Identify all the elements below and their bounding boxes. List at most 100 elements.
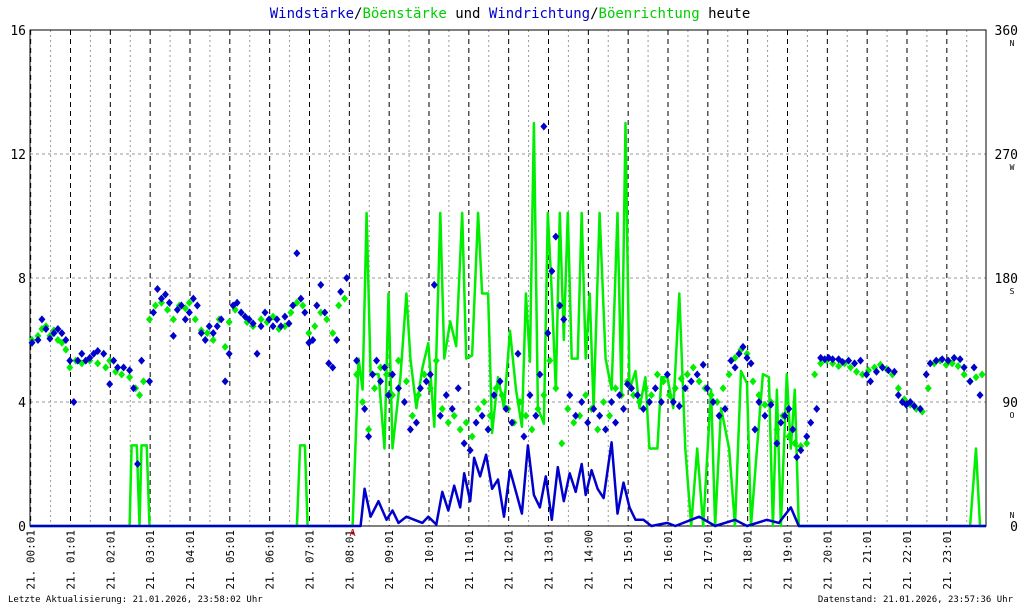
x-tick-label: 21. 12:01	[503, 530, 516, 590]
direction-label: O	[1010, 411, 1015, 420]
direction-point	[436, 411, 444, 420]
direction-point	[157, 294, 165, 303]
direction-point	[146, 315, 153, 324]
direction-point	[829, 359, 837, 368]
direction-point	[884, 366, 892, 375]
direction-point	[803, 439, 811, 448]
direction-point	[797, 442, 805, 451]
direction-point	[972, 373, 980, 382]
direction-point	[502, 404, 510, 413]
left-tick-label: 16	[10, 24, 26, 39]
direction-point	[213, 322, 221, 331]
direction-point	[546, 356, 554, 365]
direction-point	[851, 359, 859, 368]
direction-point	[106, 356, 114, 365]
direction-point	[528, 425, 536, 434]
direction-point	[677, 374, 685, 383]
direction-point	[126, 373, 134, 382]
direction-point	[225, 349, 233, 358]
direction-point	[261, 308, 269, 317]
direction-point	[225, 318, 233, 327]
direction-point	[450, 411, 458, 420]
direction-point	[165, 298, 173, 307]
direction-point	[151, 301, 159, 310]
direction-point	[191, 315, 199, 324]
direction-point	[731, 363, 739, 372]
direction-point	[629, 391, 637, 400]
direction-point	[46, 334, 54, 343]
direction-point	[94, 359, 102, 368]
direction-point	[797, 446, 805, 455]
direction-point	[468, 432, 476, 441]
direction-point	[169, 315, 177, 324]
direction-label: N	[1010, 511, 1015, 520]
direction-point	[28, 338, 36, 347]
direction-point	[960, 370, 968, 379]
direction-point	[791, 439, 799, 448]
x-tick-label: 21. 14:00	[582, 530, 595, 590]
direction-point	[62, 345, 70, 354]
direction-point	[173, 305, 181, 314]
direction-point	[78, 349, 86, 358]
direction-point	[845, 356, 853, 365]
direction-point	[420, 370, 428, 379]
direction-point	[624, 380, 631, 389]
direction-point	[859, 370, 867, 379]
direction-point	[58, 329, 66, 338]
direction-point	[329, 329, 337, 338]
direction-point	[86, 353, 94, 362]
direction-point	[645, 398, 653, 406]
direction-point	[297, 294, 305, 303]
direction-point	[773, 439, 781, 448]
direction-point	[803, 432, 811, 441]
direction-point	[582, 391, 590, 400]
title-part: Windstärke	[270, 6, 354, 22]
direction-point	[659, 377, 667, 386]
direction-point	[444, 418, 452, 427]
direction-point	[305, 329, 313, 338]
direction-point	[169, 331, 177, 340]
direction-point	[839, 358, 847, 367]
direction-point	[570, 418, 578, 427]
direction-point	[456, 425, 464, 434]
direction-point	[114, 363, 122, 372]
direction-point	[58, 338, 66, 347]
left-axis: 0 4 8 12 16	[10, 24, 26, 535]
direction-point	[209, 329, 217, 338]
direction-point	[373, 356, 381, 365]
direction-point	[110, 356, 118, 365]
direction-point	[385, 391, 392, 400]
direction-point	[651, 384, 659, 393]
direction-point	[703, 384, 711, 393]
direction-point	[365, 432, 373, 441]
direction-point	[130, 384, 138, 393]
direction-point	[566, 391, 574, 400]
direction-point	[916, 404, 924, 413]
direction-point	[311, 322, 319, 331]
direction-point	[516, 398, 524, 406]
direction-point	[94, 347, 102, 356]
direction-point	[359, 398, 367, 406]
direction-point	[394, 356, 402, 365]
x-tick-label: 21. 04:01	[184, 530, 197, 590]
direction-label: W	[1010, 163, 1015, 172]
direction-point	[335, 301, 343, 310]
direction-point	[496, 377, 504, 386]
title-part: und	[447, 6, 489, 22]
event-marker: A	[350, 528, 356, 539]
direction-point	[612, 418, 620, 427]
direction-point	[536, 370, 544, 379]
direction-point	[66, 363, 74, 372]
direction-point	[62, 336, 70, 344]
direction-point	[847, 363, 855, 372]
x-tick-label: 21. 10:01	[423, 530, 436, 590]
direction-point	[277, 322, 285, 331]
direction-point	[976, 391, 984, 400]
direction-point	[835, 362, 843, 371]
direction-point	[161, 290, 169, 299]
direction-point	[478, 411, 486, 420]
series-windrichtung	[28, 122, 984, 468]
direction-point	[492, 384, 500, 393]
left-tick-label: 12	[10, 148, 26, 163]
right-tick-label: 180	[995, 272, 1018, 287]
